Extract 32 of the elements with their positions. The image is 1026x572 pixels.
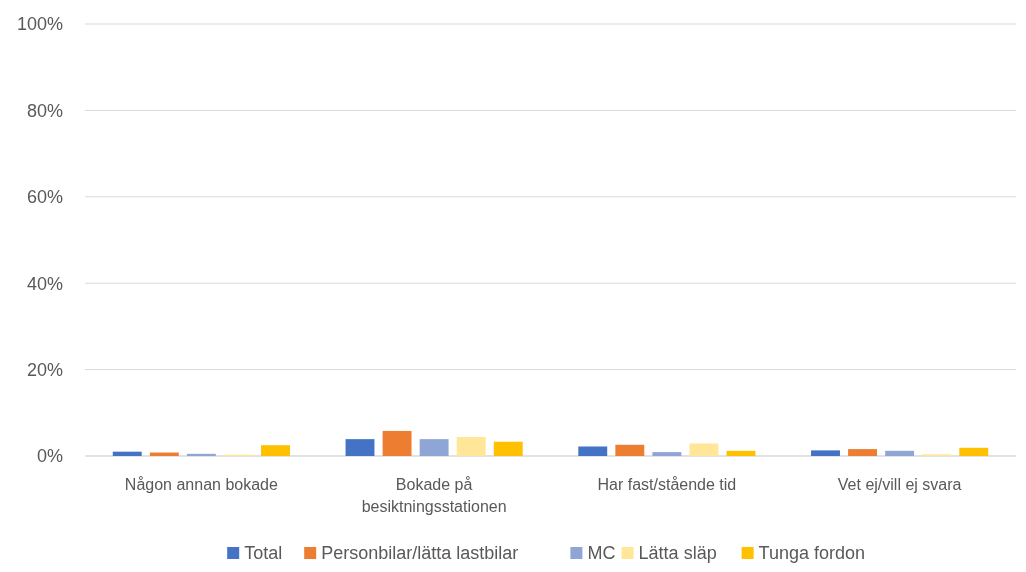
bar <box>615 444 645 456</box>
x-tick-label: Vet ej/vill ej svara <box>837 476 962 493</box>
y-tick-label: 20% <box>26 359 63 380</box>
y-tick-label: 0% <box>36 446 63 467</box>
bar <box>848 449 878 456</box>
x-tick-label: Har fast/stående tid <box>597 476 737 493</box>
bar <box>419 439 449 456</box>
legend-label: Tunga fordon <box>758 543 866 564</box>
y-tick-label: 100% <box>16 14 63 35</box>
bar <box>885 450 915 456</box>
bar <box>959 447 989 456</box>
bar <box>456 436 486 456</box>
legend-label: Personbilar/lätta lastbilar <box>321 543 519 564</box>
bar <box>811 450 840 456</box>
y-tick-label: 80% <box>26 100 63 121</box>
bar <box>112 451 142 456</box>
y-tick-label: 40% <box>26 273 63 294</box>
bar <box>578 446 608 456</box>
bar <box>345 439 375 456</box>
legend-label: Total <box>244 543 283 564</box>
legend-label: Lätta släp <box>638 543 717 564</box>
bar <box>493 441 523 456</box>
bar <box>726 450 756 456</box>
x-tick-label: Bokade på besiktningsstationen <box>361 476 507 515</box>
y-tick-label: 60% <box>26 187 63 208</box>
bar <box>652 452 682 456</box>
x-tick-label: Någon annan bokade <box>124 476 278 493</box>
bar <box>186 453 216 456</box>
legend-label: MC <box>587 543 616 564</box>
bar <box>689 443 719 456</box>
bar <box>261 445 290 456</box>
bar <box>382 430 412 456</box>
